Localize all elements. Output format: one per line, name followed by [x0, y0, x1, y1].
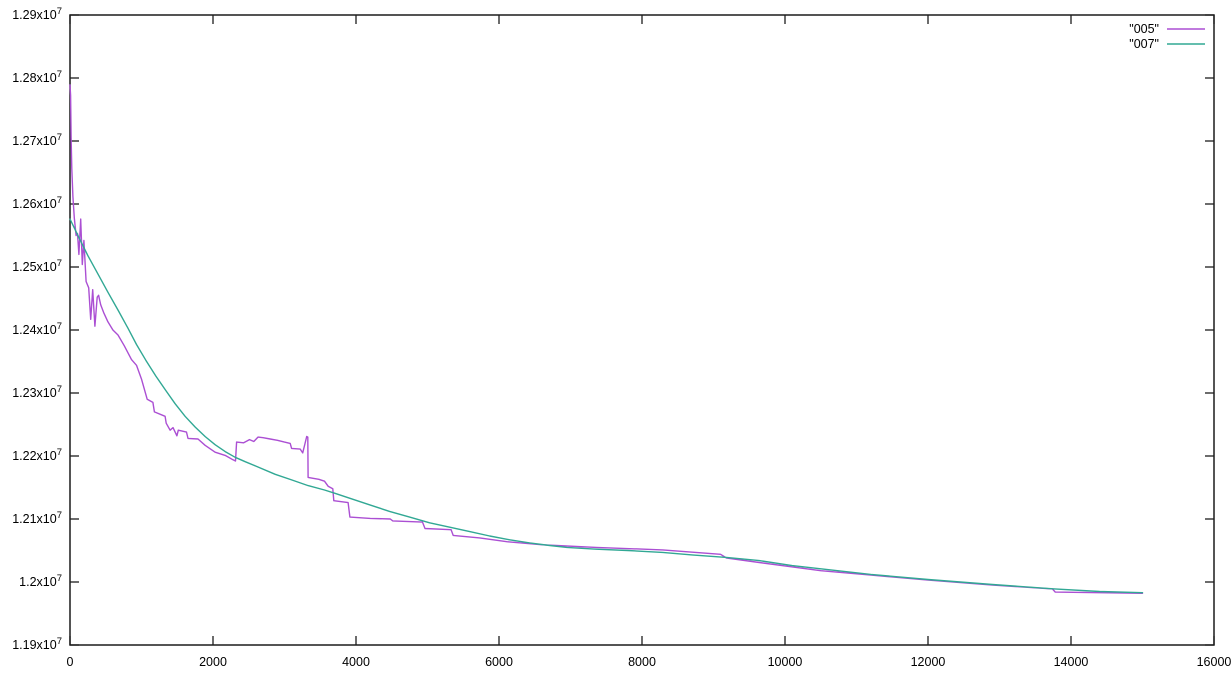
x-axis-tick-label: 12000 — [911, 655, 946, 669]
x-axis-tick-label: 8000 — [628, 655, 656, 669]
x-axis-tick-label: 0 — [67, 655, 74, 669]
x-axis-tick-label: 16000 — [1197, 655, 1232, 669]
series-007-line — [69, 218, 1144, 594]
legend-label-005: "005" — [1129, 22, 1159, 36]
plot-border — [69, 14, 1215, 646]
y-axis-tick-label: 1.24x107 — [12, 321, 62, 337]
y-axis-tick-label: 1.28x107 — [12, 69, 62, 85]
y-axis-tick-label: 1.2x107 — [19, 573, 62, 589]
y-axis-tick-label: 1.25x107 — [12, 258, 62, 274]
y-axis-tick-label: 1.23x107 — [12, 384, 62, 400]
y-axis-tick-label: 1.27x107 — [12, 132, 62, 148]
y-axis-tick-label: 1.19x107 — [12, 636, 62, 652]
series-005-line — [69, 84, 1144, 594]
y-axis-tick-label: 1.26x107 — [12, 195, 62, 211]
y-axis-tick-label: 1.29x107 — [12, 6, 62, 22]
x-axis-tick-label: 14000 — [1054, 655, 1089, 669]
y-axis-tick-label: 1.22x107 — [12, 447, 62, 463]
x-axis-tick-label: 10000 — [768, 655, 803, 669]
y-axis-tick-label: 1.21x107 — [12, 510, 62, 526]
x-axis-tick-label: 4000 — [342, 655, 370, 669]
legend-label-007: "007" — [1129, 37, 1159, 51]
x-axis-tick-label: 6000 — [485, 655, 513, 669]
x-axis-tick-label: 2000 — [199, 655, 227, 669]
